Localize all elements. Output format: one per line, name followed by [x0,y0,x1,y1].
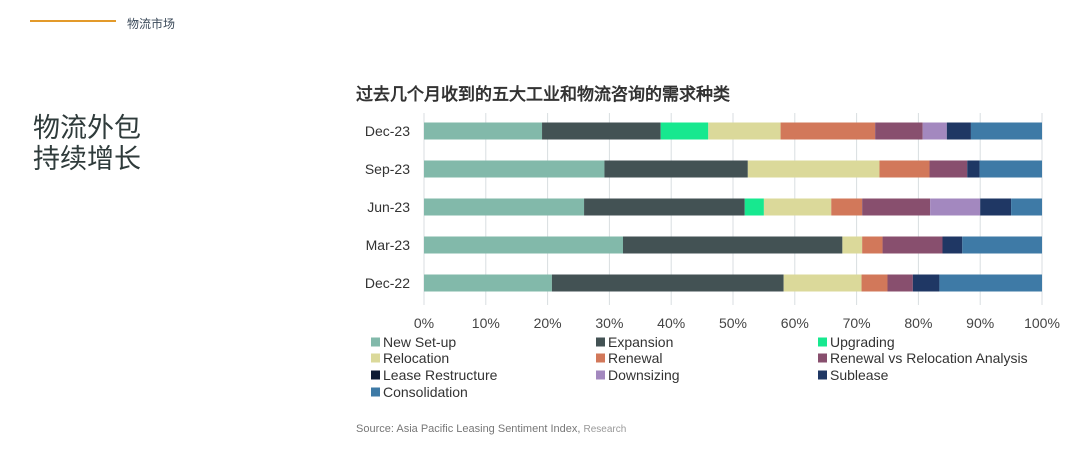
bar-segment-relocation [763,198,832,216]
legend-label: Relocation [383,350,449,366]
source-note: Source: Asia Pacific Leasing Sentiment I… [356,423,626,435]
x-tick-label: 0% [414,315,434,331]
bar-segment-sublease [967,160,980,178]
bar-segment-new-set-up [424,122,543,140]
legend-label: Sublease [830,367,889,383]
bar-segment-expansion [622,236,843,254]
bar-segment-renewal [879,160,930,178]
legend-swatch [596,370,605,380]
bar-segment-consolidation [970,122,1042,140]
legend-swatch [371,353,380,363]
bar-segment-renewal-vs-relocation-analysis [875,122,923,140]
bar-segment-renewal-vs-relocation-analysis [882,236,943,254]
bar-segment-expansion [604,160,748,178]
legend-swatch [818,353,827,363]
legend-label: Renewal [608,350,662,366]
bar-segment-consolidation [962,236,1042,254]
headline: 物流外包 持续增长 [33,113,141,175]
legend-label: Expansion [608,334,673,350]
x-tick-label: 30% [595,315,623,331]
bar-segment-renewal-vs-relocation-analysis [862,198,931,216]
x-tick-label: 80% [904,315,932,331]
bar-segment-relocation [783,274,862,292]
legend-swatch [596,337,605,347]
category-label: Jun-23 [367,199,410,215]
bar-segment-sublease [980,198,1012,216]
bar-segment-expansion [542,122,661,140]
bar-segment-upgrading [744,198,764,216]
bar-segment-expansion [584,198,745,216]
legend-label: New Set-up [383,334,456,350]
category-label: Mar-23 [366,237,411,253]
bar-segment-consolidation [939,274,1042,292]
source-text: Source: Asia Pacific Leasing Sentiment I… [356,423,581,435]
x-tick-label: 50% [719,315,747,331]
chart-title: 过去几个月收到的五大工业和物流咨询的需求种类 [356,85,730,104]
bar-segment-relocation [747,160,880,178]
legend-label: Consolidation [383,384,468,400]
x-tick-label: 40% [657,315,685,331]
bar-segment-renewal-vs-relocation-analysis [929,160,968,178]
bar-segment-consolidation [979,160,1042,178]
source-suffix: Research [583,424,627,435]
legend-label: Lease Restructure [383,367,498,383]
category-label: Sep-23 [365,161,410,177]
legend-label: Upgrading [830,334,895,350]
legend-swatch [818,337,827,347]
legend-label: Renewal vs Relocation Analysis [830,350,1028,366]
header-accent-line [30,20,116,22]
bar-segment-upgrading [660,122,709,140]
bar-segment-new-set-up [424,160,605,178]
bar-segment-downsizing [930,198,981,216]
bar-segment-sublease [912,274,940,292]
bar-segment-sublease [946,122,971,140]
x-tick-label: 20% [534,315,562,331]
x-tick-label: 100% [1024,315,1060,331]
bar-segment-new-set-up [424,198,585,216]
legend-swatch [596,353,605,363]
category-label: Dec-22 [365,275,410,291]
legend-swatch [818,370,827,380]
bar-segment-renewal [862,236,883,254]
bar-segment-expansion [551,274,784,292]
category-label: Dec-23 [365,123,410,139]
bar-segment-sublease [942,236,963,254]
x-tick-label: 60% [781,315,809,331]
legend-swatch [371,370,380,380]
headline-line-2: 持续增长 [33,144,141,174]
bar-segment-downsizing [922,122,947,140]
bar-segment-new-set-up [424,274,552,292]
x-tick-label: 90% [966,315,994,331]
bar-segment-renewal [831,198,863,216]
x-tick-label: 10% [472,315,500,331]
section-label: 物流市场 [127,17,176,31]
bar-segment-renewal [780,122,876,140]
x-tick-label: 70% [843,315,871,331]
bar-segment-new-set-up [424,236,623,254]
bar-segment-relocation [842,236,863,254]
legend-label: Downsizing [608,367,680,383]
legend-swatch [371,337,380,347]
headline-line-1: 物流外包 [33,113,141,143]
bar-segment-renewal [861,274,888,292]
bar-segment-renewal-vs-relocation-analysis [887,274,913,292]
bar-segment-consolidation [1011,198,1042,216]
legend-swatch [371,387,380,397]
bar-segment-relocation [708,122,781,140]
